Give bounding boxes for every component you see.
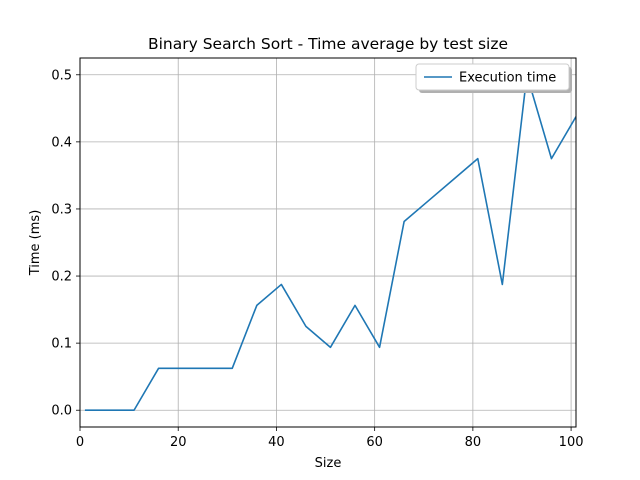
legend: Execution time [415, 63, 572, 93]
y-axis-label: Time (ms) [28, 210, 43, 277]
grid [79, 58, 576, 427]
y-tick-label: 0.1 [51, 337, 72, 352]
y-tick-label: 0.3 [51, 202, 72, 217]
y-tick-label: 0.2 [51, 270, 72, 285]
y-tick-label: 0.0 [51, 404, 72, 419]
legend-label-execution-time: Execution time [459, 71, 556, 86]
ticks: 0 20 40 60 80 100 0.0 0.1 0.2 0.3 0.4 0.5 [51, 68, 583, 450]
chart-title: Binary Search Sort - Time average by tes… [148, 35, 508, 53]
x-tick-label: 60 [366, 435, 383, 450]
x-tick-label: 80 [465, 435, 482, 450]
x-tick-label: 40 [268, 435, 285, 450]
x-tick-label: 0 [76, 435, 84, 450]
x-tick-label: 100 [559, 435, 584, 450]
x-tick-label: 20 [170, 435, 187, 450]
y-tick-label: 0.4 [51, 135, 72, 150]
legend-box [415, 63, 570, 91]
plot-lines [84, 73, 576, 412]
series-line-execution-time [84, 73, 576, 412]
axes-frame [79, 57, 577, 428]
x-axis-label: Size [315, 456, 342, 471]
y-tick-label: 0.5 [51, 68, 72, 83]
